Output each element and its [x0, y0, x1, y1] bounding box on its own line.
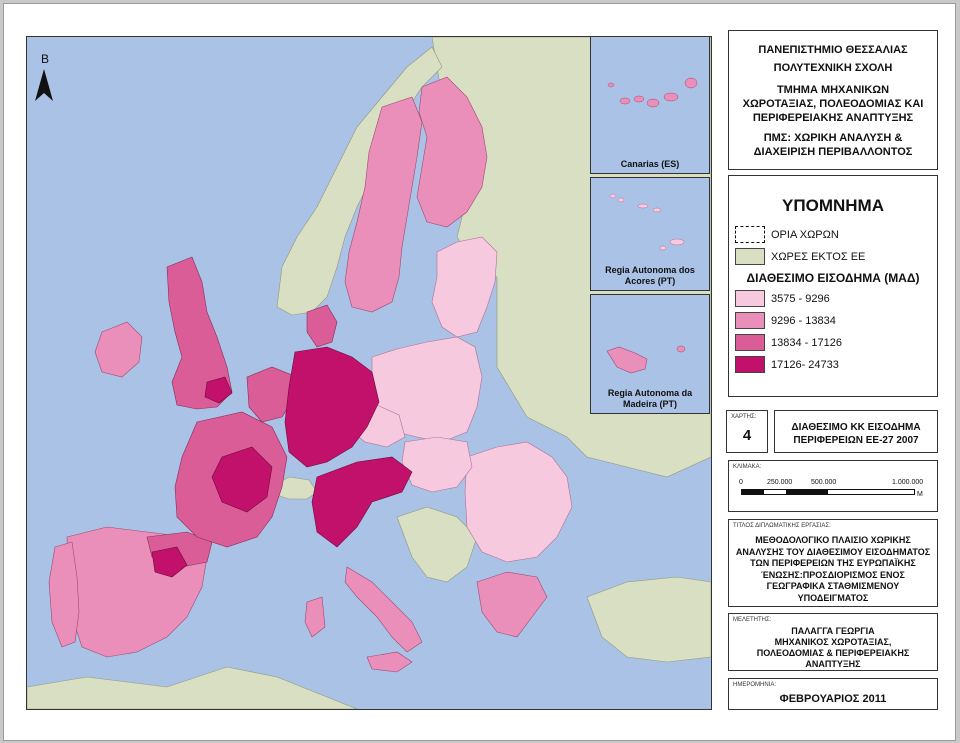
canarias-map	[607, 77, 698, 108]
map-title-line1: ΔΙΑΘΕΣΙΜΟ ΚΚ ΕΙΣΟΔΗΜΑ	[791, 422, 921, 433]
department-line1: ΤΜΗΜΑ ΜΗΧΑΝΙΚΩΝ	[776, 84, 890, 96]
region-germany	[284, 346, 380, 468]
non-eu-balkans	[396, 506, 478, 583]
thesis-line-4: ΈΝΩΣΗΣ:ΠΡΟΣΔΙΟΡΙΣΜΟΣ ΕΝΟΣ	[761, 569, 905, 580]
thesis-line-3: ΤΩΝ ΠΕΡΙΦΕΡΕΙΩΝ ΤΗΣ ΕΥΡΩΠΑΪΚΗΣ	[750, 558, 916, 568]
university-name: ΠΑΝΕΠΙΣΤΗΜΙΟ ΘΕΣΣΑΛΙΑΣ	[758, 44, 908, 56]
region-paris	[211, 446, 273, 513]
date-caption: ΗΜΕΡΟΜΗΝΙΑ:	[733, 682, 777, 688]
region-madrid-catalonia	[151, 546, 188, 578]
region-great-britain	[166, 256, 233, 410]
region-baltics	[431, 236, 498, 338]
author-name: ΠΑΛΑΓΓΑ ΓΕΩΡΓΙΑ	[791, 626, 875, 636]
map-number-box: ΧΑΡΤΗΣ: 4	[726, 410, 768, 453]
class-1-swatch	[735, 290, 765, 307]
author-title-3: ΑΝΑΠΤΥΞΗΣ	[805, 659, 861, 669]
class-3-swatch	[735, 334, 765, 351]
thesis-line-5: ΓΕΩΓΡΑΦΙΚΑ ΣΤΑΘΜΙΣΜΕΝΟΥ	[766, 581, 900, 591]
scale-unit: M	[917, 491, 923, 498]
legend-non-eu-label: ΧΩΡΕΣ ΕΚΤΟΣ ΕΕ	[771, 250, 866, 263]
non-eu-swatch	[735, 248, 765, 265]
region-sweden	[344, 96, 423, 313]
thesis-line-2: ΑΝΑΛΥΣΗΣ ΤΟΥ ΔΙΑΘΕΣΙΜΟΥ ΕΙΣΟΔΗΜΑΤΟΣ	[735, 546, 931, 557]
legend-borders-row: ΟΡΙΑ ΧΩΡΩΝ	[735, 226, 839, 243]
legend-non-eu-row: ΧΩΡΕΣ ΕΚΤΟΣ ΕΕ	[735, 248, 865, 265]
north-arrow: B	[35, 52, 53, 101]
author-title-2: ΠΟΛΕΟΔΟΜΙΑΣ & ΠΕΡΙΦΕΡΕΙΑΚΗΣ	[756, 648, 910, 658]
program-line2: ΔΙΑΧΕΙΡΙΣΗ ΠΕΡΙΒΑΛΛΟΝΤΟΣ	[753, 146, 913, 158]
author-title-1: ΜΗΧΑΝΙΚΟΣ ΧΩΡΟΤΑΞΙΑΣ,	[774, 637, 892, 647]
legend-title: ΥΠΟΜΝΗΜΑ	[782, 196, 884, 215]
thesis-line-1: ΜΕΘΟΔΟΛΟΓΙΚΟ ΠΛΑΙΣΙΟ ΧΩΡΙΚΗΣ	[755, 535, 911, 545]
non-eu-turkey	[586, 576, 711, 663]
scale-tick-0: 0	[739, 479, 743, 486]
acores-map	[609, 193, 685, 251]
legend-box: ΥΠΟΜΝΗΜΑ ΟΡΙΑ ΧΩΡΩΝ ΧΩΡΕΣ ΕΚΤΟΣ ΕΕ ΔΙΑΘΕ…	[728, 175, 938, 397]
region-austria-north-italy	[311, 456, 413, 548]
class-1-label: 3575 - 9296	[771, 292, 830, 305]
scale-caption: ΚΛΙΜΑΚΑ:	[733, 464, 762, 470]
class-2-label: 9296 - 13834	[771, 314, 836, 327]
thesis-caption: ΤΙΤΛΟΣ ΔΙΠΛΩΜΑΤΙΚΗΣ ΕΡΓΑΣΙΑΣ:	[733, 523, 831, 529]
region-ireland	[94, 321, 143, 378]
legend-class-1: 3575 - 9296	[735, 290, 830, 307]
thesis-line-6: ΥΠΟΔΕΙΓΜΑΤΟΣ	[797, 592, 869, 603]
class-2-swatch	[735, 312, 765, 329]
map-number: 4	[742, 427, 752, 444]
region-south-italy	[344, 566, 423, 653]
department-line3: ΠΕΡΙΦΕΡΕΙΑΚΗΣ ΑΝΑΠΤΥΞΗΣ	[752, 112, 914, 124]
region-finland	[416, 76, 488, 228]
class-4-label: 17126- 24733	[771, 358, 839, 371]
date-box: ΗΜΕΡΟΜΗΝΙΑ: ΦΕΒΡΟΥΑΡΙΟΣ 2011	[728, 678, 938, 710]
map-number-caption: ΧΑΡΤΗΣ:	[731, 414, 757, 420]
author-box: ΜΕΛΕΤΗΤΗΣ: ΠΑΛΑΓΓΑ ΓΕΩΡΓΙΑ ΜΗΧΑΝΙΚΟΣ ΧΩΡ…	[728, 613, 938, 671]
inset-madeira: Regia Autonoma da Madeira (PT)	[590, 294, 710, 414]
map-title-line2: ΠΕΡΙΦΕΡΕΙΩΝ ΕΕ-27 2007	[793, 435, 919, 446]
region-sicily-sardinia	[304, 596, 413, 673]
north-arrow-icon	[35, 69, 53, 101]
inset-acores-label: Regia Autonoma dos Acores (PT)	[605, 265, 695, 286]
inset-madeira-label: Regia Autonoma da Madeira (PT)	[607, 388, 693, 409]
scale-tick-3: 1.000.000	[892, 479, 924, 486]
legend-income-title: ΔΙΑΘΕΣΙΜΟ ΕΙΣΟΔΗΜΑ (ΜΑΔ)	[746, 271, 920, 285]
dashed-border-swatch	[735, 226, 765, 243]
class-3-label: 13834 - 17126	[771, 336, 842, 349]
inset-canarias: Canarias (ES)	[590, 36, 710, 174]
legend-borders-label: ΟΡΙΑ ΧΩΡΩΝ	[771, 228, 839, 241]
region-romania-bulgaria	[464, 441, 573, 563]
author-caption: ΜΕΛΕΤΗΤΗΣ:	[733, 617, 772, 623]
scale-bar	[741, 489, 915, 495]
legend-class-3: 13834 - 17126	[735, 334, 842, 351]
program-line1: ΠΜΣ: ΧΩΡΙΚΗ ΑΝΑΛΥΣΗ &	[763, 132, 903, 144]
thesis-box: ΤΙΤΛΟΣ ΔΙΠΛΩΜΑΤΙΚΗΣ ΕΡΓΑΣΙΑΣ: ΜΕΘΟΔΟΛΟΓΙ…	[728, 519, 938, 607]
legend-class-2: 9296 - 13834	[735, 312, 836, 329]
header-box: ΠΑΝΕΠΙΣΤΗΜΙΟ ΘΕΣΣΑΛΙΑΣ ΠΟΛΥΤΕΧΝΙΚΗ ΣΧΟΛΗ…	[728, 30, 938, 170]
scale-tick-2: 500.000	[811, 479, 837, 486]
scale-box: ΚΛΙΜΑΚΑ: 0 250.000 500.000 1.000.000 M	[728, 460, 938, 512]
region-greece	[476, 571, 548, 638]
legend-class-4: 17126- 24733	[735, 356, 839, 373]
school-name: ΠΟΛΥΤΕΧΝΙΚΗ ΣΧΟΛΗ	[773, 62, 893, 74]
north-letter: B	[41, 52, 49, 66]
inset-acores: Regia Autonoma dos Acores (PT)	[590, 177, 710, 291]
region-denmark	[306, 304, 338, 348]
non-eu-north-africa	[27, 666, 358, 709]
map-title-box: ΔΙΑΘΕΣΙΜΟ ΚΚ ΕΙΣΟΔΗΜΑ ΠΕΡΙΦΕΡΕΙΩΝ ΕΕ-27 …	[774, 410, 938, 453]
madeira-map	[606, 345, 686, 374]
scale-tick-1: 250.000	[767, 479, 793, 486]
date-value: ΦΕΒΡΟΥΑΡΙΟΣ 2011	[779, 693, 887, 705]
inset-canarias-label: Canarias (ES)	[620, 159, 680, 169]
region-portugal	[48, 541, 80, 648]
department-line2: ΧΩΡΟΤΑΞΙΑΣ, ΠΟΛΕΟΔΟΜΙΑΣ ΚΑΙ	[742, 98, 924, 110]
region-london	[204, 376, 233, 404]
class-4-swatch	[735, 356, 765, 373]
